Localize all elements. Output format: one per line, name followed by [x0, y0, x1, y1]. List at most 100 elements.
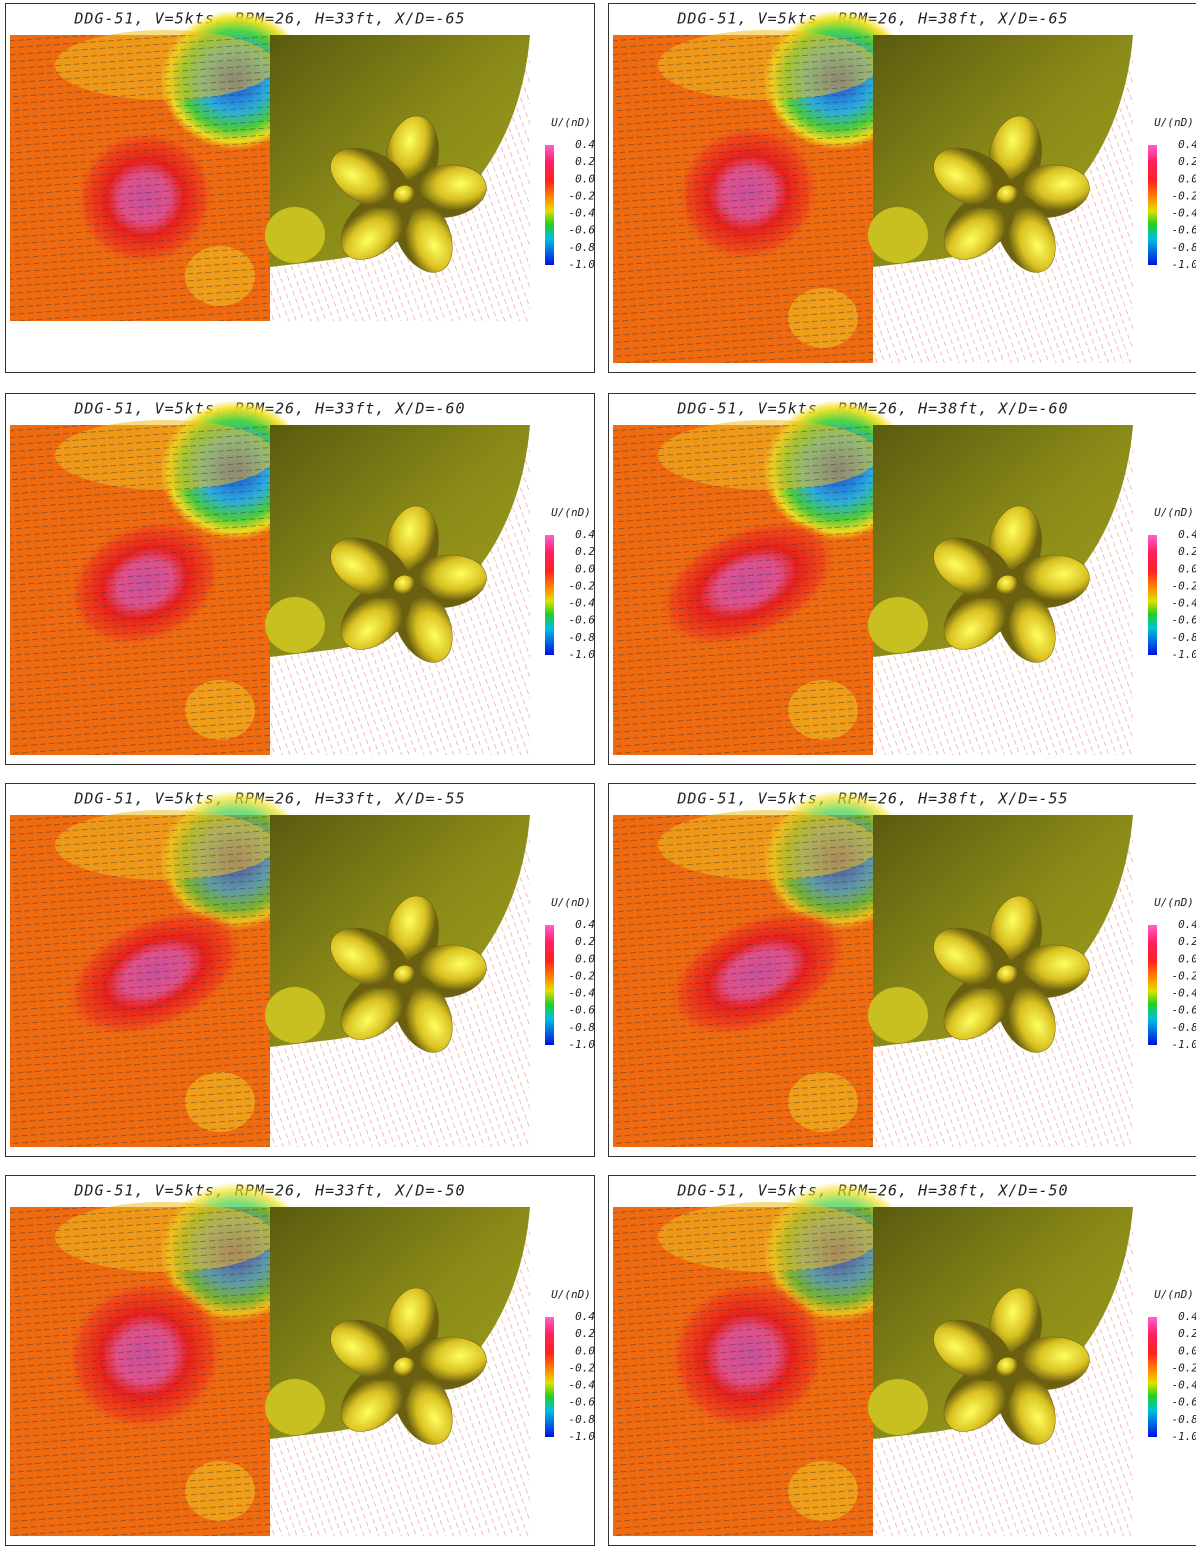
colorbar-tick-label: -0.6 [1172, 1396, 1196, 1409]
colorbar-tick-label: -0.8 [1172, 1413, 1196, 1426]
colorbar-tick-label: -1.0 [569, 1038, 596, 1051]
panel: DDG-51, V=5kts, RPM=26, H=38ft, X/D=-50U… [609, 1176, 1196, 1546]
colorbar [1148, 535, 1157, 655]
colorbar-tick-label: 0.0 [1178, 562, 1196, 575]
colorbar [545, 145, 554, 265]
colorbar-tick-label: -0.8 [1172, 1021, 1196, 1034]
colorbar [545, 535, 554, 655]
colorbar-label: U/(nD) [1154, 506, 1194, 519]
skeg [868, 1379, 928, 1435]
flow-field [613, 790, 1133, 1147]
colorbar-tick-label: -0.2 [569, 579, 596, 592]
colorbar [545, 925, 554, 1045]
velocity-vectors [10, 815, 270, 1147]
propeller-hub [393, 185, 417, 209]
colorbar-label: U/(nD) [551, 1288, 591, 1301]
colorbar-tick-label: -0.2 [1172, 1361, 1196, 1374]
colorbar-tick-label: 0.0 [575, 562, 595, 575]
colorbar-tick-label: -1.0 [1172, 648, 1196, 661]
colorbar-tick-label: -0.4 [1172, 1379, 1196, 1392]
colorbar-tick-label: -0.2 [569, 1361, 596, 1374]
colorbar-tick-label: -0.8 [1172, 631, 1196, 644]
velocity-vectors [613, 1207, 873, 1536]
flow-field [10, 400, 530, 755]
propeller-hub [996, 575, 1020, 599]
panel: DDG-51, V=5kts, RPM=26, H=33ft, X/D=-65U… [6, 4, 596, 373]
skeg [265, 207, 325, 263]
velocity-vectors [10, 1207, 270, 1536]
colorbar-tick-label: -0.8 [569, 631, 596, 644]
colorbar-tick-label: 0.0 [575, 1344, 595, 1357]
panel: DDG-51, V=5kts, RPM=26, H=33ft, X/D=-60U… [6, 394, 596, 765]
colorbar-tick-label: -0.2 [569, 189, 596, 202]
velocity-vectors [613, 815, 873, 1147]
colorbar-tick-label: 0.2 [1178, 935, 1196, 948]
skeg [265, 597, 325, 653]
colorbar [545, 1317, 554, 1437]
colorbar-tick-label: -0.6 [569, 614, 596, 627]
colorbar-tick-label: 0.0 [575, 172, 595, 185]
colorbar-tick-label: -1.0 [1172, 1430, 1196, 1443]
colorbar [1148, 925, 1157, 1045]
colorbar-label: U/(nD) [551, 116, 591, 129]
colorbar-tick-label: -0.8 [569, 1021, 596, 1034]
colorbar-tick-label: 0.0 [1178, 1344, 1196, 1357]
velocity-vectors [10, 35, 270, 321]
colorbar-tick-label: -0.6 [1172, 224, 1196, 237]
colorbar-label: U/(nD) [1154, 116, 1194, 129]
panel: DDG-51, V=5kts, RPM=26, H=33ft, X/D=-50U… [6, 1176, 596, 1546]
colorbar-tick-label: -0.6 [569, 1396, 596, 1409]
colorbar-label: U/(nD) [551, 896, 591, 909]
colorbar-tick-label: -0.4 [1172, 987, 1196, 1000]
colorbar [1148, 1317, 1157, 1437]
propeller-hub [393, 965, 417, 989]
colorbar-tick-label: -0.4 [1172, 597, 1196, 610]
colorbar-tick-label: 0.4 [575, 138, 595, 151]
colorbar-tick-label: 0.4 [575, 528, 595, 541]
colorbar-tick-label: 0.2 [1178, 1327, 1196, 1340]
velocity-vectors [10, 425, 270, 755]
colorbar-tick-label: -0.8 [569, 1413, 596, 1426]
flow-field [613, 10, 1133, 363]
colorbar-tick-label: -0.6 [569, 224, 596, 237]
panel: DDG-51, V=5kts, RPM=26, H=38ft, X/D=-65U… [609, 4, 1196, 373]
colorbar-tick-label: 0.2 [575, 935, 595, 948]
skeg [265, 987, 325, 1043]
velocity-vectors [613, 35, 873, 363]
colorbar-tick-label: -0.4 [1172, 207, 1196, 220]
colorbar-tick-label: 0.0 [1178, 172, 1196, 185]
colorbar-tick-label: -0.2 [1172, 189, 1196, 202]
colorbar-tick-label: -0.4 [569, 987, 596, 1000]
colorbar-tick-label: 0.2 [575, 1327, 595, 1340]
propeller-hub [393, 1357, 417, 1381]
colorbar-tick-label: -0.2 [1172, 579, 1196, 592]
flow-field [10, 1182, 530, 1536]
skeg [868, 987, 928, 1043]
flow-field [10, 790, 530, 1147]
colorbar-tick-label: 0.4 [575, 918, 595, 931]
skeg [868, 207, 928, 263]
skeg [868, 597, 928, 653]
colorbar-tick-label: -0.2 [569, 969, 596, 982]
colorbar-tick-label: -0.4 [569, 1379, 596, 1392]
panel: DDG-51, V=5kts, RPM=26, H=33ft, X/D=-55U… [6, 784, 596, 1157]
propeller-hub [996, 965, 1020, 989]
colorbar-tick-label: -0.6 [1172, 1004, 1196, 1017]
propeller-hub [393, 575, 417, 599]
colorbar-tick-label: 0.4 [575, 1310, 595, 1323]
velocity-vectors [613, 425, 873, 755]
colorbar-tick-label: 0.4 [1178, 918, 1196, 931]
colorbar-tick-label: 0.0 [1178, 952, 1196, 965]
colorbar-tick-label: -0.4 [569, 207, 596, 220]
colorbar [1148, 145, 1157, 265]
skeg [265, 1379, 325, 1435]
colorbar-tick-label: -1.0 [569, 258, 596, 271]
colorbar-label: U/(nD) [1154, 1288, 1194, 1301]
colorbar-tick-label: -0.2 [1172, 969, 1196, 982]
colorbar-tick-label: 0.4 [1178, 138, 1196, 151]
flow-field [613, 400, 1133, 755]
colorbar-tick-label: -0.6 [1172, 614, 1196, 627]
colorbar-tick-label: -0.8 [1172, 241, 1196, 254]
colorbar-tick-label: 0.4 [1178, 1310, 1196, 1323]
propeller-hub [996, 185, 1020, 209]
